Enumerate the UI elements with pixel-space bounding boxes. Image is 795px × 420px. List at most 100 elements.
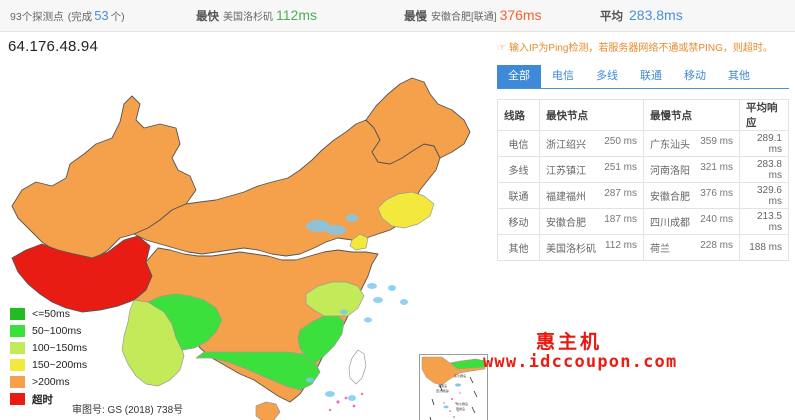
- slowest-node: 安徽合肥[联通]: [431, 12, 497, 23]
- inset-island-labels: 东沙群岛 海南岛 西沙群岛 中沙群岛 黄岩岛 南沙群岛: [436, 373, 468, 411]
- slowest-node-name: 荷兰: [650, 244, 670, 255]
- slowest-label: 最慢: [404, 11, 427, 23]
- slowest-summary: 最慢 安徽合肥[联通] 376ms: [404, 7, 542, 24]
- fastest-node-ms: 250 ms: [604, 136, 637, 147]
- header-average: 平均响应: [739, 99, 789, 131]
- table-header-row: 线路 最快节点 最慢节点 平均响应: [497, 99, 789, 131]
- slowest-node-name: 四川成都: [650, 218, 690, 229]
- ping-notice: ☞ 输入IP为Ping检测，若服务器网络不通或禁PING，则超时。: [497, 42, 789, 56]
- island-taiwan: [348, 349, 367, 385]
- province-sichuan-green: [147, 293, 223, 351]
- fastest-node-name: 浙江绍兴: [546, 140, 586, 151]
- inset-sea-marks: [443, 383, 461, 409]
- island-hainan: [255, 401, 281, 420]
- slowest-node-ms: 376 ms: [700, 188, 733, 199]
- svg-text:西沙群岛: 西沙群岛: [436, 388, 448, 393]
- row-average: 329.6 ms: [739, 182, 789, 209]
- slowest-node-ms: 240 ms: [700, 214, 733, 225]
- south-china-sea-inset-map[interactable]: 东沙群岛 海南岛 西沙群岛 中沙群岛 黄岩岛 南沙群岛 南海诸岛 1:44 00…: [419, 354, 488, 420]
- slowest-value: 376ms: [499, 7, 542, 23]
- inset-svg: 东沙群岛 海南岛 西沙群岛 中沙群岛 黄岩岛 南沙群岛: [421, 356, 486, 420]
- info-hand-icon: ☞: [497, 43, 506, 54]
- probes-completed-count: 53: [94, 7, 109, 23]
- legend-label: <=50ms: [32, 308, 70, 320]
- slowest-node-ms: 321 ms: [700, 162, 733, 173]
- average-summary: 平均 283.8ms: [600, 7, 683, 24]
- fastest-label: 最快: [196, 11, 219, 23]
- watermark-brand: 惠主机: [536, 331, 603, 353]
- fastest-node-ms: 287 ms: [604, 188, 637, 199]
- legend-swatch: [10, 359, 25, 371]
- row-average: 213.5 ms: [739, 208, 789, 235]
- line-filter-tabs: 全部 电信 多线 联通 移动 其他: [497, 65, 789, 89]
- svg-text:东沙群岛: 东沙群岛: [454, 373, 466, 378]
- row-line[interactable]: 其他: [497, 234, 540, 261]
- results-table: 线路 最快节点 最慢节点 平均响应 电信 浙江绍兴 250 ms 广东汕头 35…: [497, 99, 789, 261]
- row-line[interactable]: 电信: [497, 130, 540, 157]
- map-svg: [11, 77, 471, 420]
- legend-item: >200ms: [10, 374, 87, 390]
- slowest-node-name: 广东汕头: [650, 140, 690, 151]
- province-south-green: [195, 351, 321, 391]
- svg-text:黄岩岛: 黄岩岛: [456, 406, 465, 411]
- svg-text:中沙群岛: 中沙群岛: [456, 401, 468, 406]
- row-slowest: 荷兰 228 ms: [643, 234, 740, 261]
- map-audit-number: 审图号: GS (2018) 738号: [72, 405, 184, 416]
- fastest-node-name: 美国洛杉矶: [546, 244, 596, 255]
- tab-all[interactable]: 全部: [497, 65, 541, 88]
- fastest-node-name: 江苏镇江: [546, 166, 586, 177]
- row-fastest: 浙江绍兴 250 ms: [539, 130, 644, 157]
- table-row[interactable]: 其他 美国洛杉矶 112 ms 荷兰 228 ms 188 ms: [497, 234, 789, 261]
- probes-count-label: 93个探测点: [10, 10, 64, 23]
- row-fastest: 福建福州 287 ms: [539, 182, 644, 209]
- tab-mobile[interactable]: 移动: [684, 70, 706, 82]
- table-row[interactable]: 移动 安徽合肥 187 ms 四川成都 240 ms 213.5 ms: [497, 208, 789, 235]
- tab-multiline[interactable]: 多线: [596, 70, 618, 82]
- province-liaodong-yellow: [349, 233, 369, 251]
- header-fastest: 最快节点: [539, 99, 644, 131]
- fastest-node-ms: 112 ms: [604, 240, 637, 251]
- china-latency-map[interactable]: <=50ms 50~100ms 100~150ms 150~200ms >200…: [0, 58, 492, 420]
- province-northeast-orange: [365, 77, 471, 165]
- legend-label: 150~200ms: [32, 359, 88, 371]
- tab-unicom[interactable]: 联通: [640, 70, 662, 82]
- average-value: 283.8ms: [629, 7, 683, 23]
- row-average: 289.1 ms: [739, 130, 789, 157]
- average-label: 平均: [600, 11, 623, 23]
- inset-green-land: [449, 358, 486, 370]
- ping-notice-text: 输入IP为Ping检测，若服务器网络不通或禁PING，则超时。: [508, 43, 773, 54]
- legend-label: 超时: [32, 393, 53, 406]
- fastest-summary: 最快 美国洛杉矶 112ms: [196, 7, 317, 24]
- fastest-value: 112ms: [276, 7, 317, 23]
- legend-label: >200ms: [32, 376, 70, 388]
- target-ip: 64.176.48.94: [8, 38, 98, 55]
- row-slowest: 河南洛阳 321 ms: [643, 156, 740, 183]
- province-east-lightgreen: [305, 281, 365, 317]
- row-line[interactable]: 多线: [497, 156, 540, 183]
- map-legend: <=50ms 50~100ms 100~150ms 150~200ms >200…: [10, 306, 87, 408]
- legend-swatch: [10, 325, 25, 337]
- table-row[interactable]: 多线 江苏镇江 251 ms 河南洛阳 321 ms 283.8 ms: [497, 156, 789, 183]
- legend-item: 超时: [10, 391, 87, 407]
- row-line[interactable]: 移动: [497, 208, 540, 235]
- probes-completed-open: (完成: [67, 10, 93, 23]
- legend-item: <=50ms: [10, 306, 87, 322]
- fastest-node-name: 福建福州: [546, 192, 586, 203]
- legend-swatch: [10, 393, 25, 405]
- row-average: 188 ms: [739, 234, 789, 261]
- slowest-node-name: 河南洛阳: [650, 166, 690, 177]
- row-line[interactable]: 联通: [497, 182, 540, 209]
- svg-text:海南岛: 海南岛: [438, 383, 447, 388]
- row-slowest: 安徽合肥 376 ms: [643, 182, 740, 209]
- fastest-node: 美国洛杉矶: [223, 12, 273, 23]
- fastest-node-ms: 251 ms: [604, 162, 637, 173]
- inset-island-dots: [443, 390, 461, 418]
- tab-other[interactable]: 其他: [728, 70, 750, 82]
- tab-telecom[interactable]: 电信: [552, 70, 574, 82]
- island-dots: [328, 392, 364, 412]
- table-row[interactable]: 电信 浙江绍兴 250 ms 广东汕头 359 ms 289.1 ms: [497, 130, 789, 157]
- results-panel: ☞ 输入IP为Ping检测，若服务器网络不通或禁PING，则超时。 全部 电信 …: [497, 42, 789, 261]
- legend-item: 50~100ms: [10, 323, 87, 339]
- table-row[interactable]: 联通 福建福州 287 ms 安徽合肥 376 ms 329.6 ms: [497, 182, 789, 209]
